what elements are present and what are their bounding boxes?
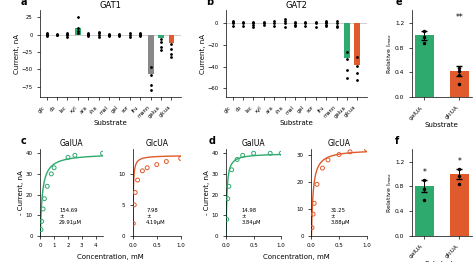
Text: d: d [209, 136, 216, 146]
Bar [344, 24, 350, 58]
Point [38, 219, 46, 223]
Text: 31.25
±
3.88μM: 31.25 ± 3.88μM [331, 209, 350, 225]
Text: *: * [422, 168, 426, 177]
Point [99, 151, 106, 155]
Bar [355, 24, 360, 65]
Point [266, 151, 274, 155]
Point [250, 151, 257, 155]
Point [50, 166, 58, 170]
Text: Concentration, mM: Concentration, mM [263, 254, 330, 260]
Text: e: e [395, 0, 402, 7]
Point [44, 184, 51, 188]
Y-axis label: Current, nA: Current, nA [14, 34, 20, 74]
Point [223, 217, 230, 221]
Title: GalUA: GalUA [242, 139, 265, 148]
Point [225, 184, 233, 188]
Point [163, 159, 170, 163]
Y-axis label: Relative I$_{max}$: Relative I$_{max}$ [384, 172, 393, 213]
X-axis label: Substrate: Substrate [425, 122, 459, 128]
Bar [148, 35, 154, 74]
Bar [158, 35, 164, 38]
Point [153, 162, 161, 167]
Point [239, 153, 246, 157]
Y-axis label: - Current, nA: - Current, nA [204, 170, 210, 215]
X-axis label: Substrate: Substrate [280, 121, 313, 127]
Text: a: a [21, 0, 27, 7]
Text: **: ** [456, 13, 463, 22]
Bar [169, 35, 174, 43]
Point [134, 178, 141, 182]
Text: Concentration, mM: Concentration, mM [77, 254, 144, 260]
Y-axis label: Current, nA: Current, nA [200, 34, 206, 74]
Point [144, 166, 151, 170]
Text: 14.98
±
3.84μM: 14.98 ± 3.84μM [242, 209, 261, 225]
Point [335, 152, 343, 157]
Bar [450, 71, 469, 97]
Point [37, 227, 45, 232]
Point [308, 226, 316, 230]
Point [319, 166, 326, 170]
Point [130, 203, 138, 207]
Point [138, 169, 146, 173]
Point [47, 172, 55, 176]
Bar [450, 174, 469, 236]
X-axis label: Substrate: Substrate [425, 261, 459, 262]
Y-axis label: Relative I$_{max}$: Relative I$_{max}$ [384, 33, 393, 74]
Point [324, 158, 332, 162]
Point [277, 151, 285, 155]
Text: 7.98
±
4.19μM: 7.98 ± 4.19μM [146, 209, 166, 225]
Text: c: c [20, 136, 26, 146]
Y-axis label: - Current, nA: - Current, nA [18, 170, 24, 215]
Point [228, 168, 236, 172]
Bar [75, 28, 81, 35]
Text: *: * [457, 157, 461, 166]
Point [131, 190, 139, 195]
Point [313, 182, 321, 187]
Point [233, 157, 241, 162]
Text: b: b [207, 0, 214, 7]
Point [310, 212, 317, 216]
Text: 154.69
±
29.91μM: 154.69 ± 29.91μM [59, 209, 82, 225]
Point [41, 196, 48, 201]
Title: GlcUA: GlcUA [145, 139, 168, 148]
Text: f: f [395, 136, 400, 146]
Title: GlcUA: GlcUA [328, 139, 350, 148]
Title: GAT2: GAT2 [285, 1, 307, 10]
Point [363, 147, 370, 151]
Point [129, 221, 137, 226]
Point [177, 156, 184, 161]
Point [39, 207, 47, 211]
Point [310, 201, 318, 205]
Point [71, 153, 79, 157]
Title: GAT1: GAT1 [100, 1, 121, 10]
Point [346, 150, 354, 154]
Point [224, 196, 232, 201]
Title: GalUA: GalUA [60, 139, 83, 148]
Point [64, 155, 72, 160]
Bar [415, 186, 434, 236]
Bar [415, 35, 434, 97]
X-axis label: Substrate: Substrate [94, 121, 128, 127]
